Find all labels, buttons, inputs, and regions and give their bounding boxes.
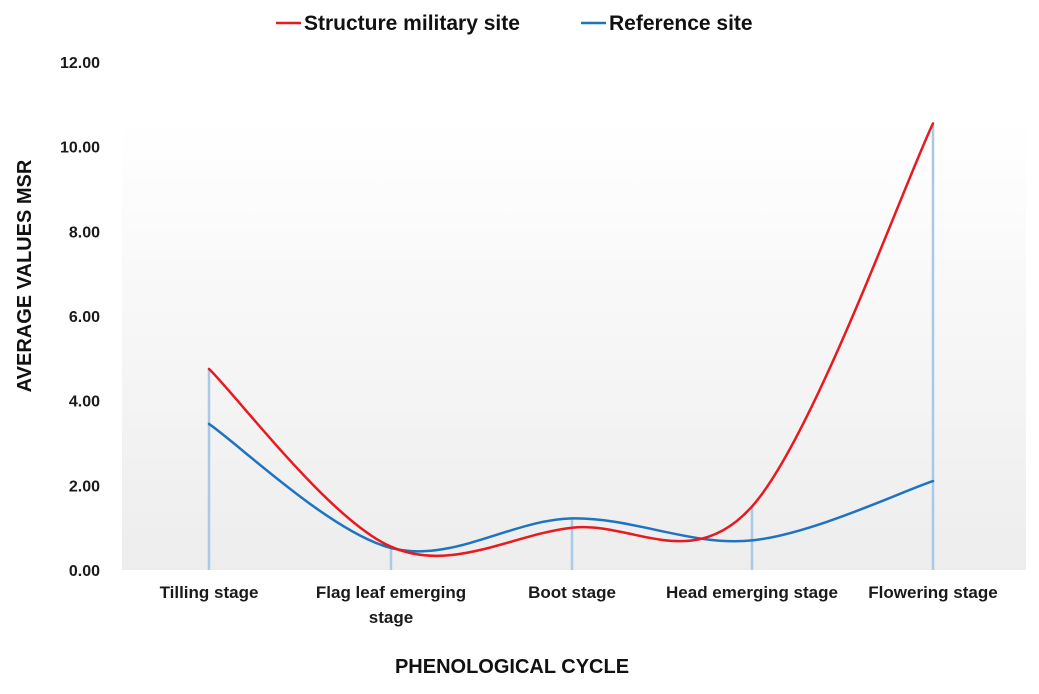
y-tick-label: 0.00 [69,563,100,580]
y-tick-label: 6.00 [69,309,100,326]
plot-area [122,120,1026,570]
x-category-label: Boot stage [528,583,616,602]
y-tick-label: 12.00 [60,55,100,72]
y-axis-title: AVERAGE VALUES MSR [14,159,36,392]
y-tick-label: 8.00 [69,224,100,241]
x-axis-title: PHENOLOGICAL CYCLE [395,656,629,678]
x-category-label: Tilling stage [160,583,259,602]
y-tick-label: 2.00 [69,478,100,495]
series-line-reference-site [207,422,935,553]
y-tick-label: 4.00 [69,394,100,411]
y-tick-label: 10.00 [60,140,100,157]
series-line-structure-military-site [207,122,935,558]
legend-label: Structure military site [304,12,520,35]
x-category-label: stage [369,608,413,627]
legend-label: Reference site [609,12,753,35]
x-category-label: Head emerging stage [666,583,838,602]
x-category-label: Flowering stage [868,583,997,602]
x-category-label: Flag leaf emerging [316,583,466,602]
